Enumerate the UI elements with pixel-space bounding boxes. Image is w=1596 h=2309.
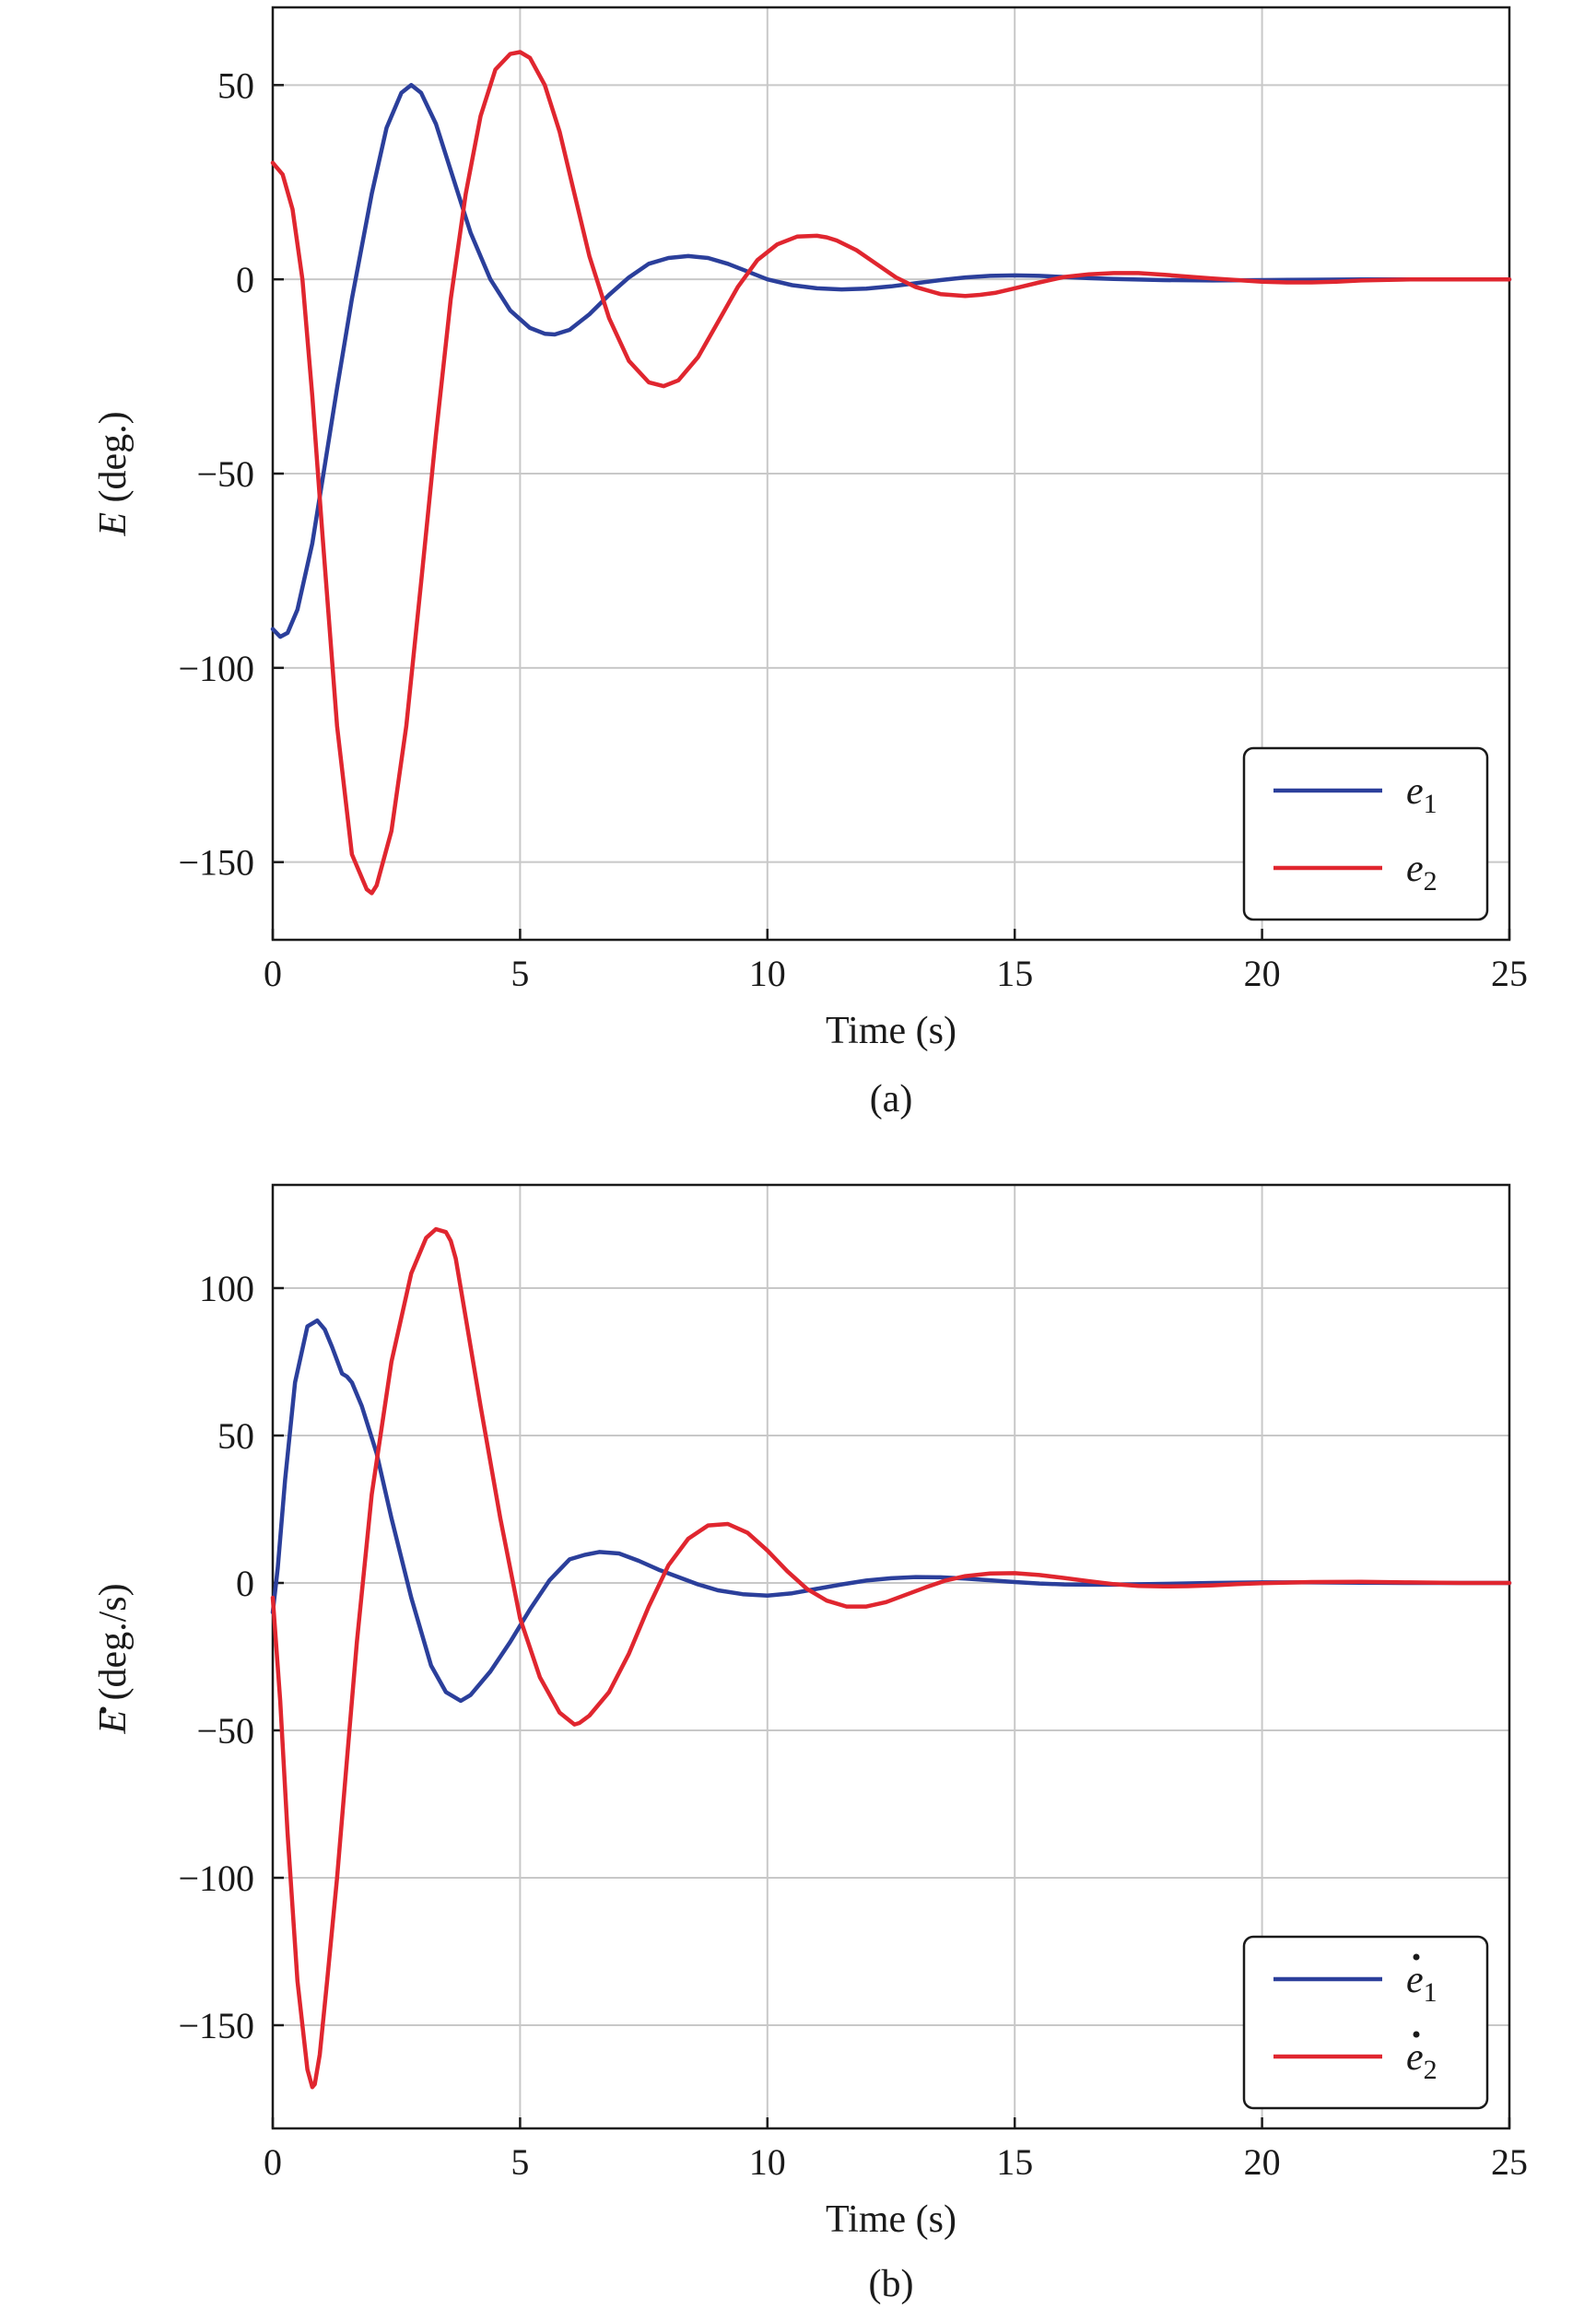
x-tick-label: 10: [749, 2141, 786, 2183]
legend-symbol: e: [1406, 1959, 1424, 2001]
y-axis-symbol: E: [92, 512, 135, 537]
x-tick-label: 0: [264, 2141, 282, 2183]
y-tick-label: 0: [236, 259, 254, 300]
y-tick-label: 100: [199, 1268, 254, 1309]
y-tick-label: −150: [178, 2005, 254, 2046]
legend-label-e2: e2: [1406, 848, 1438, 897]
series-line-e2: [270, 50, 1512, 896]
x-tick-label: 10: [749, 953, 786, 994]
legend-subscript: 1: [1424, 789, 1438, 819]
caption-a: (a): [870, 1078, 913, 1120]
y-tick-label: −100: [178, 1858, 254, 1899]
legend-label-e1: e1: [1406, 770, 1438, 819]
legend-subscript: 2: [1424, 2055, 1438, 2085]
x-tick-label: 20: [1244, 2141, 1281, 2183]
y-axis-label-a: E (deg.): [92, 411, 135, 536]
series-layer-a: [270, 50, 1512, 896]
x-tick-label: 5: [510, 2141, 529, 2183]
legend-a: e1 e2: [1242, 746, 1489, 921]
legend-subscript: 1: [1424, 1977, 1438, 2008]
y-tick-labels-a: 50 0 −50 −100 −150: [178, 64, 254, 883]
plot-frame-b: [271, 1183, 1511, 2130]
legend-dot-accent: [1413, 2031, 1420, 2038]
legend-symbol: e: [1406, 770, 1424, 813]
series-line-e1: [270, 83, 1512, 639]
series-line-e2-dot: [270, 1226, 1512, 2090]
y-tick-label: −150: [178, 842, 254, 884]
x-axis-label-b: Time (s): [826, 2198, 956, 2241]
ticks-b: [271, 1286, 1511, 2128]
panel-a: 0 5 10 15 20 25 50 0 −50 −100 −150 e1 e2…: [92, 6, 1528, 1120]
x-tick-labels-a: 0 5 10 15 20 25: [264, 953, 1528, 994]
caption-b: (b): [869, 2263, 914, 2305]
legend-box: [1242, 1935, 1489, 2110]
y-tick-label: −50: [196, 1710, 254, 1752]
legend-box: [1242, 746, 1489, 921]
y-axis-label-b: E (deg./s): [92, 1583, 135, 1734]
y-tick-labels-b: 100 50 0 −50 −100 −150: [178, 1268, 254, 2046]
y-axis-symbol: E: [92, 1710, 135, 1735]
y-tick-label: 50: [217, 1415, 254, 1457]
legend-label-e1-dot: e1: [1406, 1959, 1438, 2008]
y-tick-label: 0: [236, 1563, 254, 1604]
legend-label-e2-dot: e2: [1406, 2036, 1438, 2085]
y-axis-unit: (deg./s): [92, 1583, 135, 1700]
x-tick-label: 20: [1244, 953, 1281, 994]
legend-b: e1 e2: [1242, 1935, 1489, 2110]
x-tick-label: 25: [1491, 2141, 1528, 2183]
y-axis-dot-accent: [100, 1706, 107, 1714]
y-tick-label: −50: [196, 453, 254, 495]
y-tick-label: 50: [217, 64, 254, 106]
x-tick-label: 25: [1491, 953, 1528, 994]
legend-symbol: e: [1406, 2036, 1424, 2079]
series-line-e1-dot: [270, 1318, 1512, 1704]
x-tick-label: 15: [996, 953, 1033, 994]
legend-symbol: e: [1406, 848, 1424, 890]
x-tick-label: 5: [510, 953, 529, 994]
y-axis-unit: (deg.): [92, 411, 135, 502]
x-tick-labels-b: 0 5 10 15 20 25: [264, 2141, 1528, 2183]
ticks-a: [271, 84, 1511, 940]
x-tick-label: 0: [264, 953, 282, 994]
legend-subscript: 2: [1424, 866, 1438, 897]
x-tick-label: 15: [996, 2141, 1033, 2183]
series-layer-b: [270, 1226, 1512, 2090]
panel-b: 0 5 10 15 20 25 100 50 0 −50 −100 −150 e…: [92, 1183, 1528, 2305]
y-tick-label: −100: [178, 648, 254, 689]
legend-dot-accent: [1413, 1953, 1420, 1961]
x-axis-label-a: Time (s): [826, 1010, 956, 1052]
